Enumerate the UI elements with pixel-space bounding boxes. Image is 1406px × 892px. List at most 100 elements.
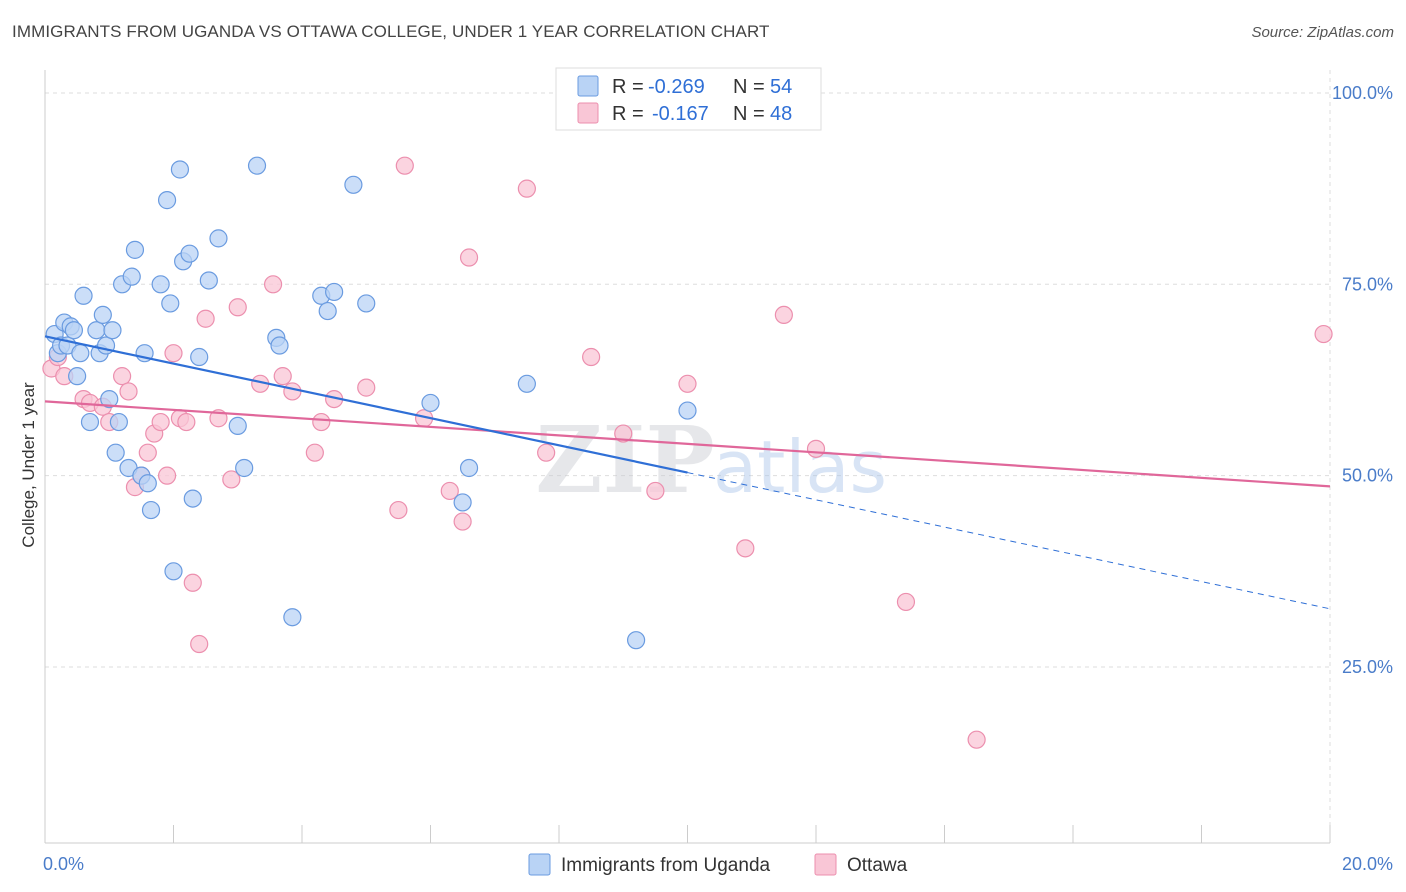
uganda-point	[209, 229, 228, 248]
ottawa-point	[646, 481, 665, 501]
uganda-point	[141, 500, 161, 520]
uganda-point	[138, 474, 157, 493]
y-axis-label: College, Under 1 year	[19, 382, 38, 548]
ottawa-point	[151, 412, 170, 432]
ottawa-point	[305, 443, 324, 462]
ottawa-point	[283, 382, 302, 401]
ottawa-point	[312, 412, 331, 432]
y-tick-label: 50.0%	[1342, 466, 1393, 486]
legend-n-label-uganda: N =	[733, 76, 765, 98]
uganda-point	[122, 267, 141, 286]
ottawa-point	[678, 374, 697, 393]
legend-box	[555, 67, 822, 131]
uganda-point	[325, 282, 344, 302]
ottawa-point	[440, 481, 459, 501]
ottawa-point	[1314, 324, 1333, 344]
bottom-legend-label-uganda: Immigrants from Uganda	[561, 855, 771, 876]
ottawa-point	[389, 500, 408, 520]
trend-lines	[44, 335, 1331, 610]
uganda-point	[517, 374, 536, 393]
y-tick-label: 25.0%	[1342, 657, 1393, 677]
ottawa-point	[177, 412, 196, 432]
uganda-trend-line	[44, 335, 688, 474]
ottawa-point	[537, 443, 556, 462]
ottawa-point	[774, 305, 793, 325]
legend-r-label-uganda: R =	[612, 76, 644, 98]
chart-title: IMMIGRANTS FROM UGANDA VS OTTAWA COLLEGE…	[12, 22, 770, 41]
uganda-point	[64, 321, 84, 340]
legend-swatch-ottawa	[577, 102, 599, 124]
bottom-legend-label-ottawa: Ottawa	[847, 855, 908, 876]
ottawa-point	[157, 466, 177, 485]
y-tick-labels: 25.0% 50.0% 75.0% 100.0%	[1332, 83, 1393, 677]
uganda-point	[100, 389, 119, 409]
ottawa-point	[806, 439, 826, 458]
uganda-point	[180, 244, 199, 263]
legend-r-value-ottawa: -0.167	[652, 103, 709, 125]
uganda-point	[199, 271, 218, 290]
ottawa-point	[582, 347, 601, 367]
uganda-point	[228, 416, 247, 435]
uganda-point	[71, 344, 90, 363]
uganda-point	[190, 347, 209, 367]
ottawa-point	[357, 378, 376, 397]
legend-n-value-uganda: 54	[770, 76, 792, 98]
uganda-series	[45, 156, 697, 650]
uganda-point	[170, 160, 190, 179]
legend-r-value-uganda: -0.269	[648, 76, 705, 98]
uganda-point	[183, 489, 202, 508]
ottawa-series	[42, 156, 1333, 749]
ottawa-point	[183, 573, 202, 592]
bottom-legend-swatch-ottawa	[814, 853, 837, 876]
y-tick-label: 75.0%	[1342, 274, 1393, 294]
ottawa-point	[228, 298, 247, 317]
uganda-point	[74, 286, 93, 305]
legend-r-label-ottawa: R =	[612, 103, 644, 125]
uganda-point	[626, 631, 646, 650]
ottawa-point	[190, 634, 209, 654]
uganda-point	[103, 321, 122, 340]
uganda-point	[93, 305, 112, 325]
uganda-point	[357, 294, 376, 313]
uganda-point	[270, 336, 289, 355]
uganda-point	[459, 458, 479, 478]
legend-top: R = -0.269 N = 54 R = -0.167 N = 48	[555, 67, 822, 131]
uganda-point	[68, 367, 87, 386]
uganda-point	[421, 393, 440, 413]
watermark: ZIP atlas	[535, 406, 887, 514]
x-tick-labels: 0.0% 20.0%	[43, 854, 1393, 874]
uganda-point	[125, 240, 145, 259]
uganda-point	[151, 275, 170, 294]
uganda-point	[106, 443, 125, 462]
uganda-point	[87, 321, 106, 340]
uganda-point	[283, 608, 302, 627]
ottawa-point	[138, 443, 157, 462]
uganda-point	[318, 301, 337, 321]
ottawa-point	[453, 512, 472, 531]
uganda-point	[235, 458, 254, 478]
legend-n-value-ottawa: 48	[770, 103, 792, 125]
ottawa-point	[196, 309, 215, 328]
source-credit: Source: ZipAtlas.com	[1251, 24, 1394, 41]
y-tick-label: 100.0%	[1332, 83, 1393, 103]
uganda-point	[161, 294, 180, 313]
ottawa-point	[395, 156, 414, 175]
uganda-point	[678, 401, 697, 420]
ottawa-point	[119, 382, 138, 401]
uganda-point	[344, 175, 363, 194]
ottawa-point	[164, 344, 183, 363]
ottawa-point	[112, 367, 132, 386]
x-tick-label: 0.0%	[43, 854, 84, 874]
uganda-point	[453, 493, 472, 512]
legend-bottom: Immigrants from Uganda Ottawa	[528, 853, 908, 876]
uganda-point	[80, 412, 100, 432]
ottawa-trend-line	[44, 400, 1331, 488]
x-tick-label: 20.0%	[1342, 854, 1393, 874]
ottawa-point	[967, 730, 986, 749]
ottawa-point	[614, 424, 633, 443]
uganda-point	[109, 412, 128, 432]
uganda-point	[164, 562, 183, 581]
ottawa-point	[517, 179, 536, 198]
ottawa-point	[222, 470, 241, 489]
